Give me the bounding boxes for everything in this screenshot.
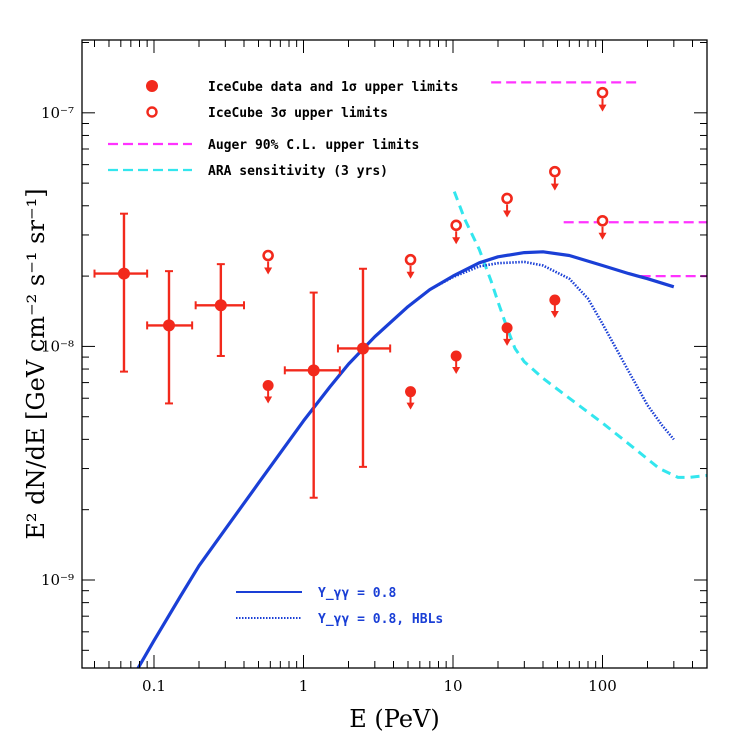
legend-item-icecube_data: IceCube data and 1σ upper limits [146,80,458,95]
x-tick-label: 1 [299,677,309,695]
axis-ticks [82,40,708,668]
arrow-head [264,396,273,404]
icecube-3sigma-limit-point [501,192,513,205]
icecube-1sigma-limit-point [405,386,417,398]
y-tick-label: 10⁻⁷ [41,104,74,122]
legend-label: Y_γγ = 0.8 [318,586,396,601]
upper-limit-arrow [406,265,415,279]
arrow-head [598,232,607,240]
upper-limit-arrow [503,204,512,218]
arrow-head [598,104,607,112]
y-tick-label: 10⁻⁸ [41,337,74,355]
arrow-head [406,402,415,410]
legend-label: Auger 90% C.L. upper limits [208,138,419,153]
arrow-head [550,311,559,319]
arrow-head [406,271,415,279]
x-tick-label: 0.1 [142,677,166,695]
model-hbl-dotted-curve [328,260,675,441]
icecube-data-point [93,212,149,373]
arrow-head [503,338,512,346]
legend-label: IceCube 3σ upper limits [208,106,388,121]
data-marker [162,319,175,332]
icecube-data-point [194,263,245,357]
upper-limit-arrow [406,396,415,410]
icecube-3sigma-limit-point [596,86,609,99]
legend-item-icecube_3sigma: IceCube 3σ upper limits [146,106,388,121]
y-tick-label: 10⁻⁹ [41,571,74,589]
legend-filled-marker [146,80,158,92]
icecube-1sigma-limit-point [450,350,462,362]
ara-sensitivity-curve [452,191,707,479]
upper-limit-arrow [503,332,512,346]
tick-labels: 0.1 1 10 100 10⁻⁹ 10⁻⁸ 10⁻⁷ [41,104,617,695]
icecube-data-point [336,267,392,468]
upper-limit-arrow [264,261,273,275]
icecube-data-point [146,270,194,405]
legend-open-marker [146,106,158,118]
icecube-1sigma-limit-point [501,322,513,334]
legend-label: Y_γγ = 0.8, HBLs [318,612,443,627]
legend: IceCube data and 1σ upper limits IceCube … [108,80,458,627]
arrow-head [452,237,461,245]
legend-item-model_dotted: Y_γγ = 0.8, HBLs [236,612,443,627]
icecube-1sigma-limit-point [262,380,274,392]
icecube-3sigma-limit-point [549,165,561,178]
icecube-3sigma-limit-point [262,249,274,262]
arrow-head [503,210,512,218]
upper-limit-arrow [452,231,461,245]
data-marker [214,299,227,312]
arrow-head [550,183,559,191]
icecube-3sigma-limit-point [450,219,462,232]
x-axis-label: E (PeV) [349,705,439,733]
upper-limit-arrow [598,98,607,112]
icecube-data-point [283,291,341,499]
x-tick-label: 10 [443,677,462,695]
x-tick-label: 100 [588,677,617,695]
icecube-3sigma-limit-point [596,214,609,227]
legend-label: IceCube data and 1σ upper limits [208,80,458,95]
upper-limit-arrow [452,360,461,374]
y-axis-label: E² dN/dE [GeV cm⁻² s⁻¹ sr⁻¹] [22,188,50,539]
upper-limit-arrow [598,226,607,240]
data-marker [307,364,320,377]
upper-limit-arrow [550,305,559,319]
legend-item-model_solid: Y_γγ = 0.8 [236,586,396,601]
arrow-head [264,267,273,275]
upper-limit-arrow [264,390,273,404]
plot-frame [81,39,708,669]
arrow-head [452,366,461,374]
icecube-3sigma-limit-point [404,253,417,266]
data-marker [356,342,369,355]
upper-limit-arrow [550,177,559,191]
legend-item-ara: ARA sensitivity (3 yrs) [108,164,388,179]
data-marker [117,267,130,280]
icecube-1sigma-limit-point [549,294,561,306]
legend-item-auger: Auger 90% C.L. upper limits [108,138,419,153]
legend-label: ARA sensitivity (3 yrs) [208,164,388,179]
plot-area [93,81,707,668]
